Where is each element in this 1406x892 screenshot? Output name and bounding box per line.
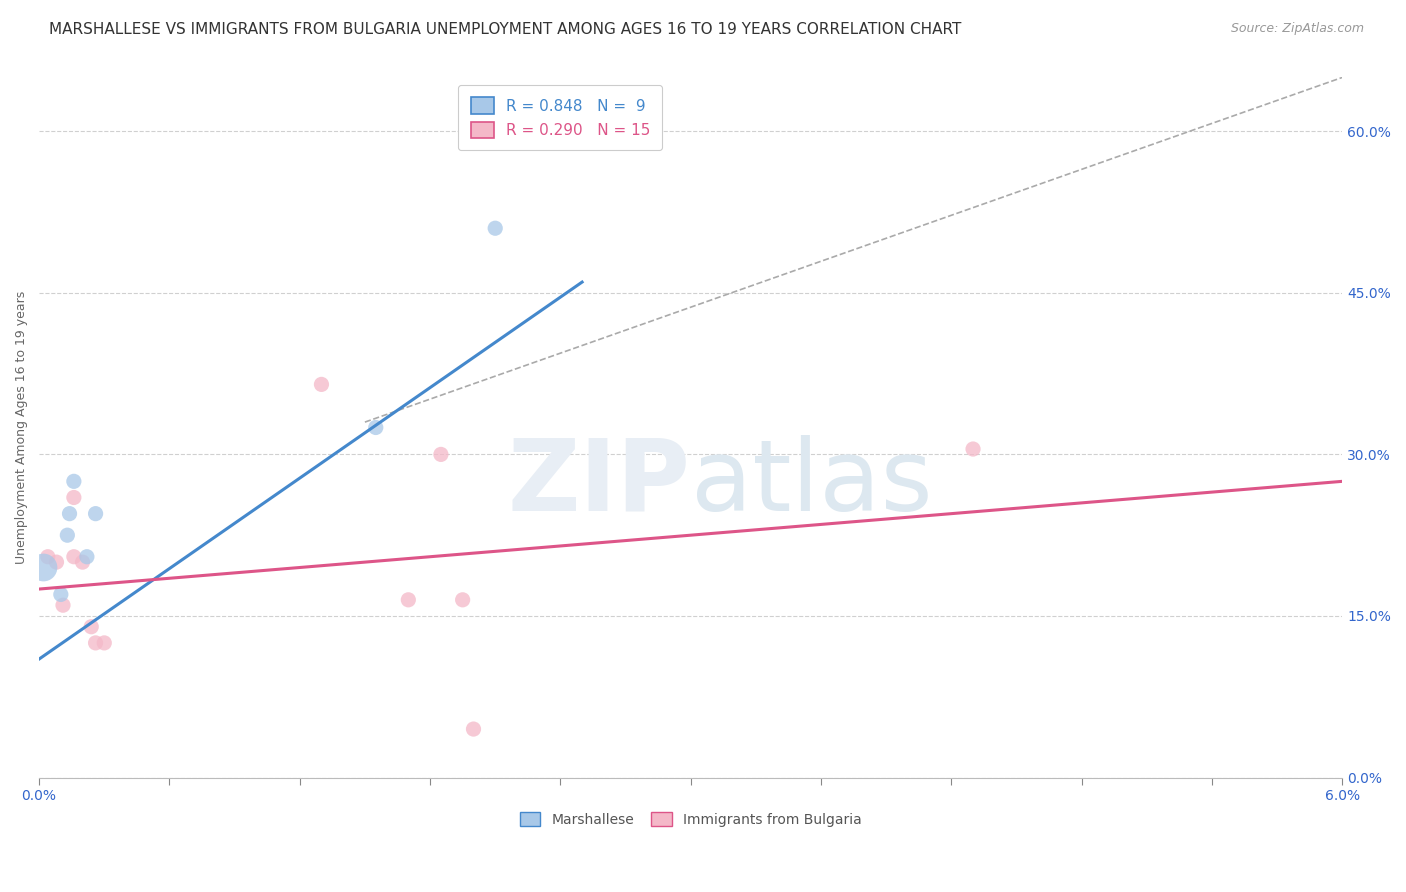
Legend: Marshallese, Immigrants from Bulgaria: Marshallese, Immigrants from Bulgaria [513,805,869,834]
Point [63,491,86,505]
Point [396,592,419,607]
Point [76,549,98,564]
Point [430,447,453,461]
Point [32,560,55,574]
Point [311,377,333,392]
Point [52,598,75,612]
Point [49,587,72,601]
Point [484,221,506,235]
Point [80,620,103,634]
Text: Source: ZipAtlas.com: Source: ZipAtlas.com [1230,22,1364,36]
Point [63,475,86,489]
Point [45,555,67,569]
Point [58,507,80,521]
Point [463,722,485,736]
Text: ZIP: ZIP [508,435,690,532]
Point [451,592,474,607]
Point [72,555,94,569]
Text: MARSHALLESE VS IMMIGRANTS FROM BULGARIA UNEMPLOYMENT AMONG AGES 16 TO 19 YEARS C: MARSHALLESE VS IMMIGRANTS FROM BULGARIA … [49,22,962,37]
Text: atlas: atlas [690,435,932,532]
Point [84,507,107,521]
Point [364,420,387,434]
Point [56,528,79,542]
Point [63,549,86,564]
Point [37,549,59,564]
Point [962,442,984,456]
Point [93,636,115,650]
Point [84,636,107,650]
Y-axis label: Unemployment Among Ages 16 to 19 years: Unemployment Among Ages 16 to 19 years [15,291,28,564]
